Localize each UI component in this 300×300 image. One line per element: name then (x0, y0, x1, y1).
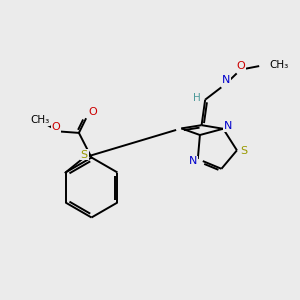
Text: N: N (189, 156, 197, 167)
Text: S: S (81, 149, 88, 160)
Text: CH₃: CH₃ (270, 60, 289, 70)
Text: O: O (236, 61, 245, 71)
Text: O: O (88, 107, 97, 118)
Text: N: N (222, 76, 230, 85)
Text: N: N (224, 122, 232, 131)
Text: O: O (52, 122, 61, 132)
Text: CH₃: CH₃ (30, 115, 49, 125)
Text: H: H (193, 93, 201, 103)
Text: S: S (240, 146, 247, 156)
